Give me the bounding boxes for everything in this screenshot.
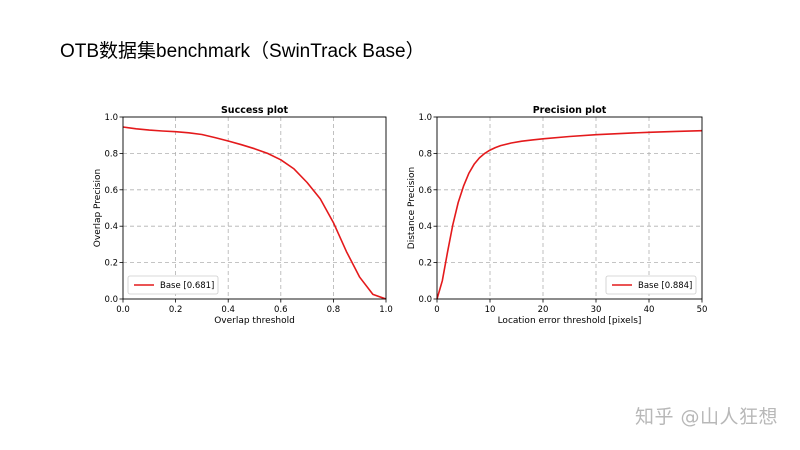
chart-2: 0 10 20 30 40 50 0.0 0.2 0.4 0.6 0.8 1.0 Precision p…: [407, 105, 707, 326]
y-tick-label: 0.8: [104, 149, 118, 159]
legend: Base [0.884]: [605, 275, 697, 295]
y-tick-label: 0.2: [418, 259, 432, 269]
x-tick-label: 30: [591, 305, 602, 315]
chart-title: Precision plot: [533, 105, 607, 116]
x-tick-label: 0.2: [169, 305, 183, 315]
x-tick-label: 20: [538, 305, 549, 315]
watermark: 知乎 @山人狂想: [634, 406, 778, 428]
x-axis-label: Location error threshold [pixels]: [498, 316, 642, 326]
y-tick-label: 0.0: [104, 295, 118, 305]
legend: Base [0.681]: [127, 275, 219, 295]
y-tick-label: 0.4: [418, 222, 432, 232]
y-axis-label: Distance Precision: [407, 167, 417, 249]
y-tick-label: 0.4: [104, 222, 118, 232]
y-tick-label: 0.6: [104, 186, 118, 196]
series-line: [436, 129, 703, 300]
x-tick-label: 10: [485, 305, 496, 315]
y-axis-label: Overlap Precision: [93, 169, 103, 247]
series-line: [122, 126, 387, 300]
y-tick-label: 0.0: [418, 295, 432, 305]
y-tick-label: 0.8: [418, 149, 432, 159]
x-tick-label: 50: [697, 305, 708, 315]
legend-label: Base [0.884]: [638, 281, 692, 291]
chart-1: 0.0 0.2 0.4 0.6 0.8 1.0 0.0 0.2 0.4 0.6 0.8 1.0 Succ…: [93, 105, 393, 326]
x-tick-label: 0.6: [274, 305, 288, 315]
legend-box: [127, 275, 219, 295]
y-tick-label: 0.6: [418, 186, 432, 196]
x-axis-label: Overlap threshold: [214, 316, 295, 326]
x-tick-label: 0.4: [221, 305, 235, 315]
slide-title: OTB数据集benchmark（SwinTrack Base）: [60, 41, 425, 62]
x-tick-label: 40: [644, 305, 655, 315]
y-tick-label: 0.2: [104, 259, 118, 269]
plot-frame: [122, 116, 387, 300]
plot-frame: [436, 116, 703, 300]
legend-box: [605, 275, 697, 295]
y-tick-label: 1.0: [418, 113, 432, 123]
legend-label: Base [0.681]: [160, 281, 214, 291]
chart-title: Success plot: [221, 105, 289, 116]
x-tick-label: 0: [434, 305, 439, 315]
x-tick-label: 1.0: [379, 305, 393, 315]
y-tick-label: 1.0: [104, 113, 118, 123]
x-tick-label: 0.0: [116, 305, 130, 315]
x-tick-label: 0.8: [327, 305, 341, 315]
